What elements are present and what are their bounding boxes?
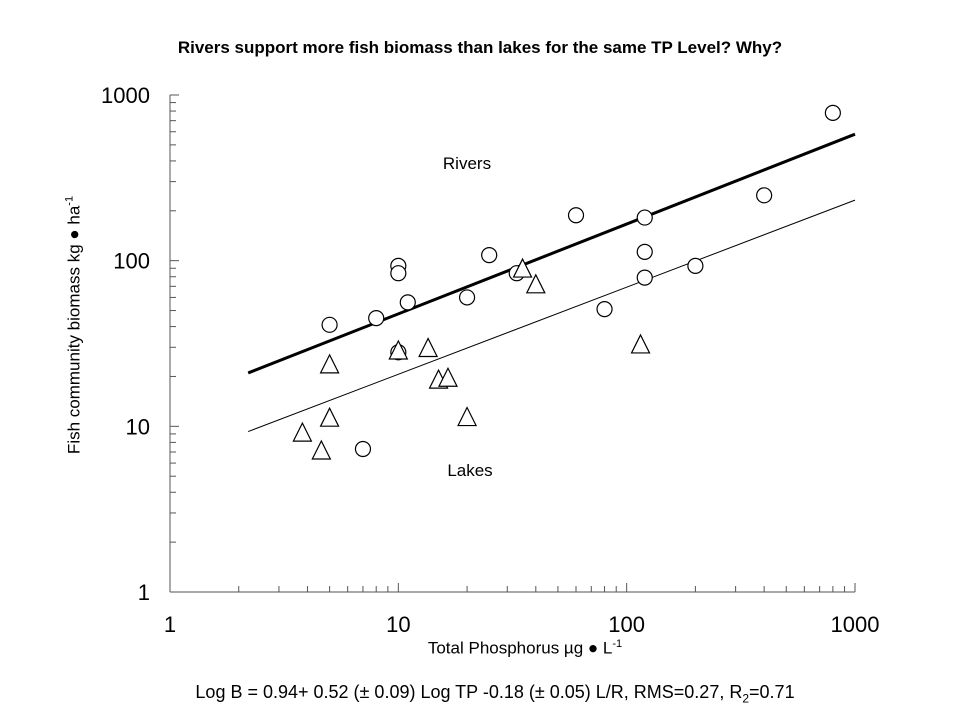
annotation-rivers: Rivers bbox=[443, 154, 491, 173]
lake-point bbox=[525, 273, 546, 294]
river-point bbox=[636, 269, 653, 286]
annotation-lakes: Lakes bbox=[447, 461, 492, 480]
river-point bbox=[636, 243, 653, 260]
x-tick-label: 1 bbox=[164, 612, 176, 637]
river-point bbox=[567, 207, 585, 224]
y-tick-label: 100 bbox=[113, 249, 150, 274]
lake-point bbox=[438, 366, 458, 387]
river-point bbox=[368, 310, 385, 327]
data-points bbox=[292, 104, 841, 460]
lake-point bbox=[418, 337, 439, 358]
lake-point bbox=[319, 353, 340, 374]
river-point bbox=[756, 187, 773, 204]
x-axis-label: Total Phosphorus µg ● L-1 bbox=[427, 638, 623, 658]
river-point bbox=[481, 247, 498, 264]
x-tick-label: 10 bbox=[386, 612, 410, 637]
river-point bbox=[354, 440, 372, 458]
regression-equation: Log B = 0.94+ 0.52 (± 0.09) Log TP -0.18… bbox=[195, 682, 795, 706]
river-point bbox=[824, 104, 841, 121]
fit-line-rivers bbox=[247, 132, 856, 375]
axes: 1 10 100 1000 1 10 100 1000 bbox=[101, 83, 879, 637]
river-point bbox=[321, 316, 338, 333]
lake-point bbox=[311, 439, 332, 460]
river-point bbox=[687, 257, 704, 274]
chart-title: Rivers support more fish biomass than la… bbox=[177, 38, 783, 57]
y-tick-label: 10 bbox=[126, 414, 150, 439]
lake-point bbox=[512, 257, 533, 278]
lake-point bbox=[292, 421, 313, 442]
y-tick-label: 1000 bbox=[101, 83, 150, 108]
fit-line-lakes bbox=[248, 199, 856, 433]
lake-point bbox=[630, 333, 651, 354]
river-point bbox=[596, 301, 613, 318]
lake-point bbox=[457, 406, 478, 427]
y-axis-label: Fish community biomass kg ● ha-1 bbox=[63, 195, 84, 455]
river-point bbox=[399, 294, 416, 311]
lake-point bbox=[319, 406, 340, 427]
lake-point bbox=[388, 339, 409, 360]
fit-lines bbox=[247, 132, 856, 433]
river-point bbox=[636, 209, 653, 226]
river-point bbox=[390, 265, 407, 282]
river-point bbox=[458, 289, 476, 306]
x-tick-label: 1000 bbox=[831, 612, 880, 637]
x-tick-label: 100 bbox=[608, 612, 645, 637]
y-tick-label: 1 bbox=[138, 580, 150, 605]
